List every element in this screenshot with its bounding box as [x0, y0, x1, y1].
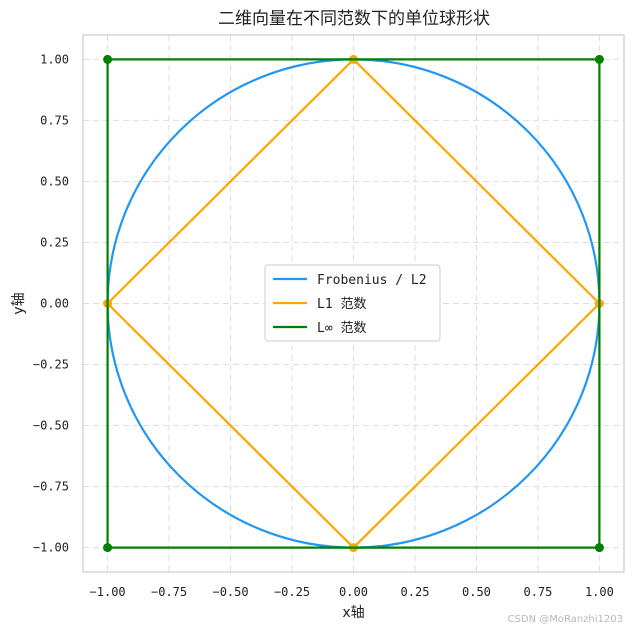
series-2-point — [103, 543, 113, 553]
x-tick-label: −0.75 — [151, 585, 187, 599]
y-axis-label: y轴 — [11, 292, 27, 314]
x-tick-label: −1.00 — [90, 585, 126, 599]
x-tick-label: 0.25 — [401, 585, 430, 599]
legend-label: Frobenius / L2 — [317, 273, 427, 288]
chart-title: 二维向量在不同范数下的单位球形状 — [218, 9, 490, 29]
x-tick-label: 0.00 — [339, 585, 368, 599]
y-tick-label: −0.50 — [33, 419, 69, 433]
series-2-point — [103, 54, 113, 64]
series-2-point — [594, 54, 604, 64]
y-tick-label: 0.50 — [40, 174, 69, 188]
y-tick-label: 0.25 — [40, 235, 69, 249]
legend-box — [264, 264, 441, 342]
y-tick-label: 1.00 — [40, 52, 69, 66]
x-tick-label: −0.50 — [212, 585, 248, 599]
watermark: CSDN @MoRanzhi1203 — [508, 614, 623, 625]
legend-label: L∞ 范数 — [317, 321, 366, 336]
y-tick-label: −0.25 — [33, 358, 69, 372]
legend-label: L1 范数 — [317, 297, 366, 312]
y-tick-label: 0.75 — [40, 113, 69, 127]
x-tick-label: 0.75 — [523, 585, 552, 599]
x-tick-label: 1.00 — [585, 585, 614, 599]
x-tick-label: 0.50 — [462, 585, 491, 599]
x-tick-label: −0.25 — [274, 585, 310, 599]
x-axis-label: x轴 — [342, 605, 364, 621]
y-tick-label: −0.75 — [33, 480, 69, 494]
plot-frame — [82, 34, 625, 573]
legend: Frobenius / L2 L1 范数 L∞ 范数 — [264, 264, 441, 342]
y-tick-label: 0.00 — [40, 297, 69, 311]
series-layer — [103, 54, 604, 553]
tick-labels: −1.00 −0.75 −0.50 −0.25 0.00 0.25 0.50 0.75 1.00… — [33, 52, 614, 599]
series-2-point — [594, 543, 604, 553]
y-tick-label: −1.00 — [33, 541, 69, 555]
